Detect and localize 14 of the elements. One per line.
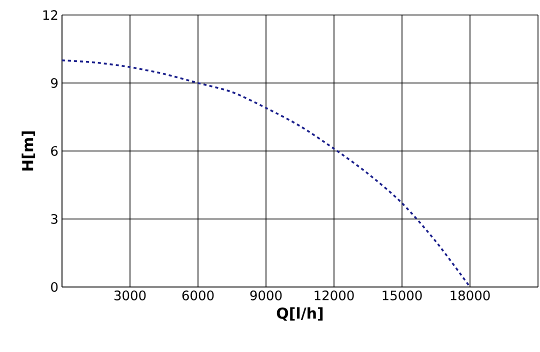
x-tick-label: 9000 bbox=[250, 290, 282, 300]
x-tick-label: 15000 bbox=[382, 290, 422, 300]
y-tick-label: 0 bbox=[51, 282, 58, 292]
y-tick-label: 12 bbox=[43, 10, 58, 20]
y-tick-label: 6 bbox=[51, 146, 58, 156]
x-tick-label: 6000 bbox=[182, 290, 214, 300]
x-tick-label: 18000 bbox=[450, 290, 490, 300]
y-tick-label: 9 bbox=[51, 78, 58, 88]
x-axis-title: Q[l/h] bbox=[276, 307, 323, 321]
y-axis-title: H[m] bbox=[22, 131, 36, 171]
x-tick-label: 12000 bbox=[314, 290, 354, 300]
x-tick-label: 3000 bbox=[114, 290, 146, 300]
line-series bbox=[61, 59, 471, 288]
y-tick-label: 3 bbox=[51, 214, 58, 224]
